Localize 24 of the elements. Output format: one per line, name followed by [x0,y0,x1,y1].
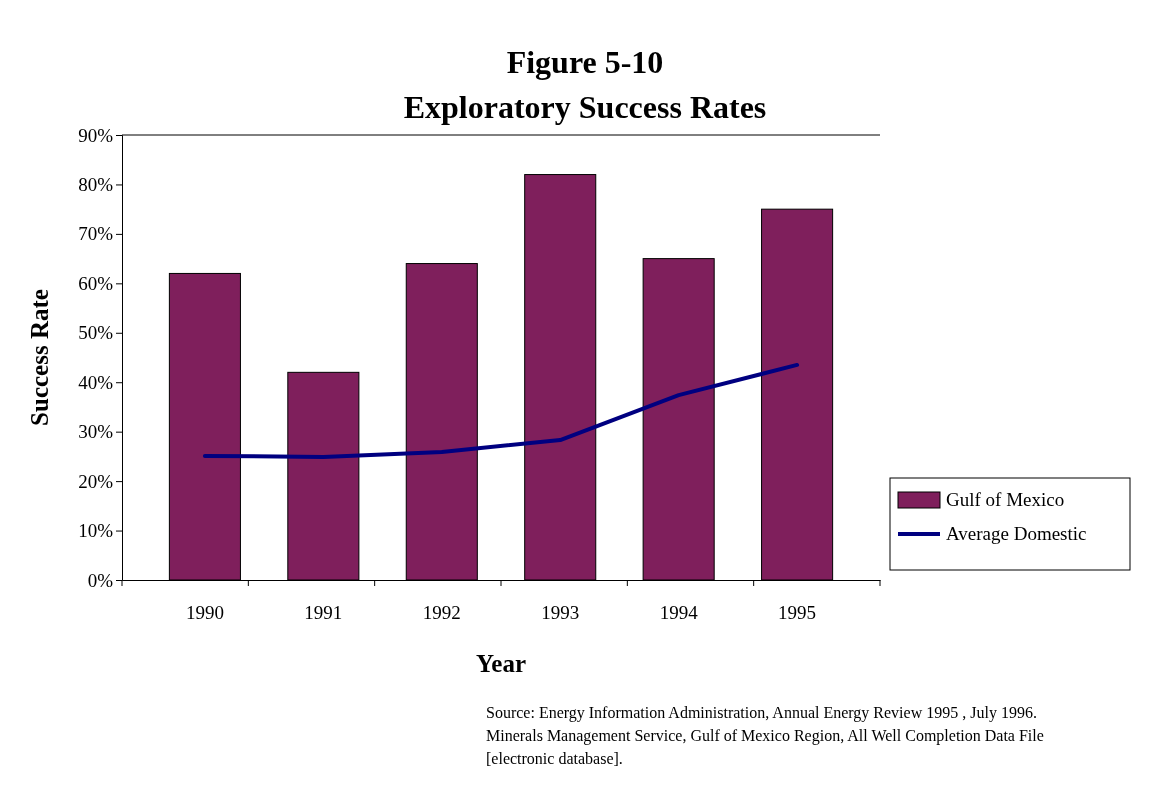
y-tick-label: 10% [78,520,114,542]
y-axis-title: Success Rate [26,289,53,426]
legend-label: Gulf of Mexico [946,489,1065,510]
y-tick-label: 70% [78,223,114,245]
line-series [202,362,800,459]
y-tick-label: 40% [78,371,114,393]
x-tick-label: 1993 [541,602,580,624]
x-tick-label: 1995 [778,602,817,624]
y-tick-label: 90% [78,124,114,146]
y-tick-label: 20% [78,470,114,492]
source-note: Source: Energy Information Administration, Annual Energy Review 1995 , July 1996. Minerals Management Service, Gulf of Mexico Region, All Well Completion Data File [electronic database]. [486,704,1044,768]
y-tick-label: 60% [78,272,114,294]
x-tick-label: 1990 [185,602,224,624]
chart-subtitle: Exploratory Success Rates [403,89,767,125]
y-tick-label: 80% [78,174,114,196]
x-tick-label: 1994 [659,602,699,624]
legend-label: Average Domestic [946,523,1087,544]
chart-title: Figure 5-10 [506,44,664,80]
x-tick-label: 1992 [422,602,461,624]
x-tick-label: 1991 [304,602,343,624]
y-tick-label: 0% [87,569,114,591]
y-tick-label: 30% [78,421,114,443]
y-tick-label: 50% [78,322,114,344]
x-axis-title: Year [476,650,526,677]
